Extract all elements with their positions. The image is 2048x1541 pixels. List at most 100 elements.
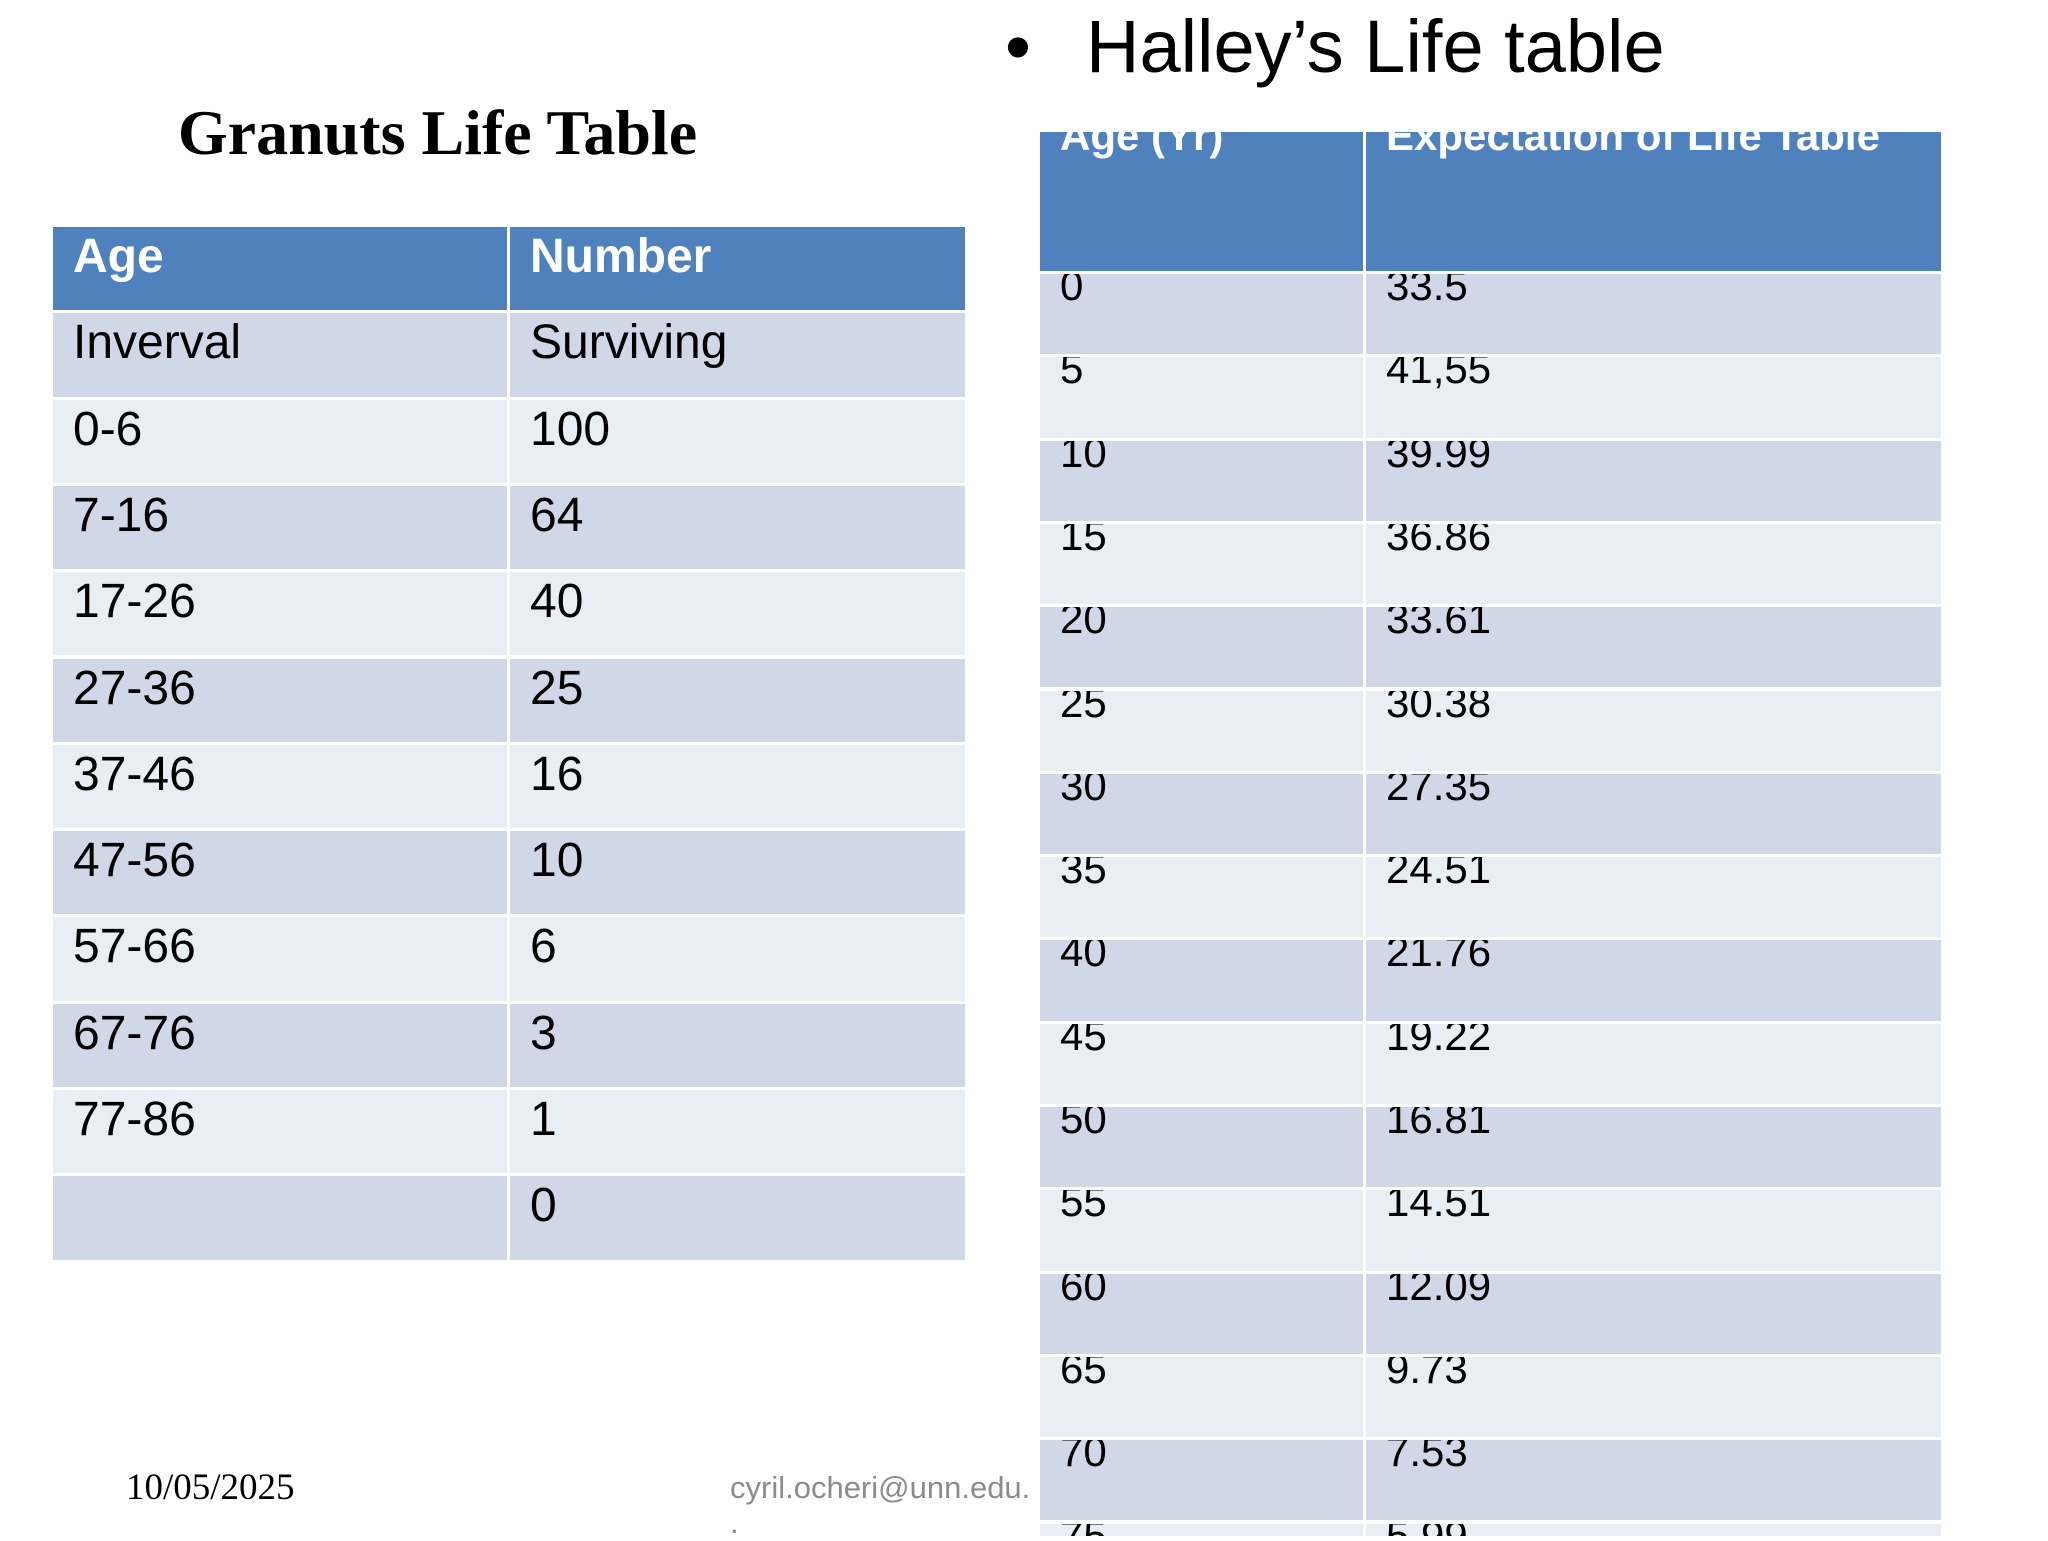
cell-text: 27-36 (73, 661, 196, 715)
cell-text: 0-6 (73, 402, 143, 456)
table-cell (53, 1176, 510, 1263)
cell-text: 20 (1060, 607, 1107, 643)
cell-text: 15 (1060, 523, 1107, 559)
cell-text: 10 (1060, 440, 1107, 476)
table-cell: 21.76 (1366, 940, 1944, 1024)
cell-text: 14.51 (1386, 1190, 1492, 1226)
table-cell: 5 (1040, 357, 1366, 441)
table-cell: 3 (510, 1003, 968, 1090)
cell-text: 55 (1060, 1190, 1107, 1226)
table-cell: 30.38 (1366, 690, 1944, 774)
table-cell: 70 (1040, 1440, 1366, 1524)
table-cell: 64 (510, 485, 968, 573)
cell-text: 24.51 (1386, 857, 1492, 893)
cell-text: 5.99 (1386, 1524, 1468, 1537)
table-cell: 75 (1040, 1523, 1366, 1537)
cell-text: 41,55 (1386, 357, 1492, 393)
table-cell: 19.22 (1366, 1023, 1944, 1107)
table-cell: 16 (510, 744, 968, 832)
table-cell: 24.51 (1366, 857, 1944, 941)
cell-text: 45 (1060, 1023, 1107, 1059)
cell-text: 60 (1060, 1273, 1107, 1309)
cell-text: Surviving (530, 316, 728, 370)
table-cell: 30 (1040, 773, 1366, 858)
cell-text: 30.38 (1386, 690, 1492, 726)
cell-text: Age (73, 230, 164, 283)
halley-table: Age (Yr) Expectation of Life Table 0 33.5 5 4… (1040, 132, 1944, 1536)
cell-text: 35 (1060, 857, 1107, 893)
table-cell: 36.86 (1366, 523, 1944, 608)
table-cell: 7.53 (1366, 1440, 1944, 1524)
table-cell: 12.09 (1366, 1273, 1944, 1357)
table-cell: Age (53, 227, 510, 314)
left-title: Granuts Life Table (177, 97, 698, 168)
cell-text: 12.09 (1386, 1273, 1492, 1309)
cell-text: 36.86 (1386, 523, 1492, 559)
table-cell: 10 (510, 831, 968, 918)
table-cell: 39.99 (1366, 440, 1944, 524)
cell-text: 40 (1060, 940, 1107, 976)
cell-text: 16.81 (1386, 1107, 1492, 1142)
right-title: Halley’s Life table (1086, 5, 1665, 88)
table-cell: Surviving (510, 313, 968, 400)
table-cell: 0-6 (53, 399, 510, 486)
table-cell: 67-76 (53, 1003, 510, 1090)
table-cell: 33.61 (1366, 607, 1944, 691)
table-cell: 77-86 (53, 1090, 510, 1177)
cell-text: 21.76 (1386, 940, 1492, 976)
table-cell: 40 (510, 572, 968, 659)
cell-text: Age (Yr) (1060, 132, 1224, 159)
table-cell: 50 (1040, 1107, 1366, 1191)
cell-text: 25 (1060, 690, 1107, 726)
cell-text: 40 (530, 575, 584, 629)
table-cell: Age (Yr) (1040, 132, 1366, 274)
table-cell: Expectation of Life Table (1366, 132, 1944, 274)
cell-text: 65 (1060, 1356, 1107, 1392)
table-cell: Number (510, 227, 968, 314)
table-cell: 65 (1040, 1356, 1366, 1441)
table-cell: 25 (510, 658, 968, 745)
cell-text: 7-16 (73, 488, 170, 542)
cell-text: 50 (1060, 1107, 1107, 1142)
table-cell: 37-46 (53, 744, 510, 832)
cell-text: 47-56 (73, 834, 196, 888)
cell-text: 6 (530, 920, 557, 974)
cell-text: 5 (1060, 357, 1084, 393)
table-cell: Inverval (53, 313, 510, 400)
footer-email: cyril.ocheri@unn.edu. (730, 1470, 1031, 1505)
table-cell: 57-66 (53, 917, 510, 1004)
table-cell: 10 (1040, 440, 1366, 524)
table-cell: 47-56 (53, 831, 510, 918)
cell-text: 39.99 (1386, 440, 1492, 476)
cell-text: 25 (530, 661, 584, 715)
table-cell: 100 (510, 399, 968, 486)
cell-text: 37-46 (73, 747, 196, 801)
table-cell: 5.99 (1366, 1523, 1944, 1537)
table-cell: 40 (1040, 940, 1366, 1024)
table-cell: 41,55 (1366, 357, 1944, 441)
table-cell: 60 (1040, 1273, 1366, 1357)
table-cell: 33.5 (1366, 274, 1944, 358)
cell-text: 77-86 (73, 1093, 196, 1146)
cell-text: 7.53 (1386, 1440, 1468, 1476)
footer-date: 10/05/2025 (126, 1467, 295, 1508)
cell-text: 10 (530, 834, 584, 888)
bullet: • (1005, 5, 1031, 88)
cell-text: 33.5 (1386, 274, 1468, 309)
cell-text: 16 (530, 747, 584, 801)
cell-text: 0 (1060, 274, 1084, 309)
table-cell: 6 (510, 917, 968, 1004)
table-cell: 27.35 (1366, 773, 1944, 858)
cell-text: Number (530, 230, 712, 283)
table-cell: 9.73 (1366, 1356, 1944, 1441)
cell-text: 17-26 (73, 575, 196, 629)
cell-text: Expectation of Life Table (1386, 132, 1880, 159)
cell-text: 3 (530, 1006, 557, 1060)
cell-text: Inverval (73, 316, 242, 370)
cell-text: 9.73 (1386, 1356, 1468, 1392)
cell-text: 64 (530, 488, 584, 542)
cell-text: 75 (1060, 1524, 1107, 1537)
cell-text: 67-76 (73, 1006, 196, 1060)
table-cell: 17-26 (53, 572, 510, 659)
